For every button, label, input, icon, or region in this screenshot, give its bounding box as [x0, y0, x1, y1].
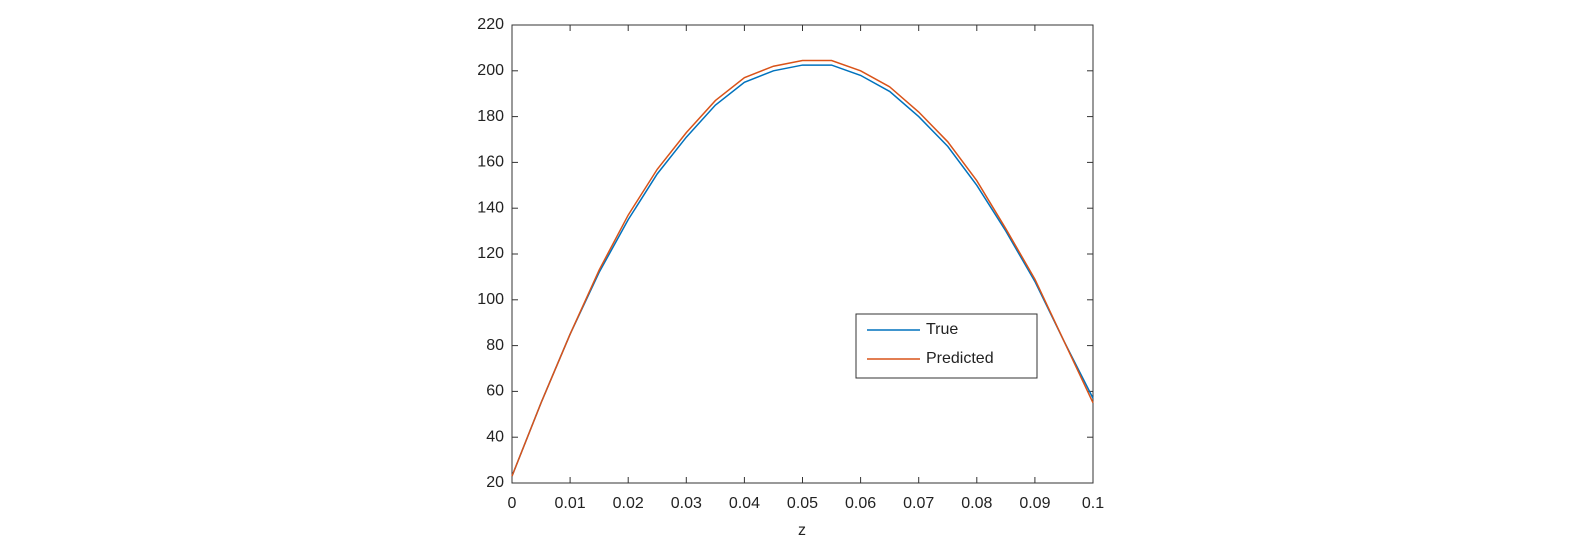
y-tick-label: 160 [477, 154, 504, 171]
y-tick-label: 180 [477, 108, 504, 125]
x-axis-label: z [798, 522, 806, 539]
legend-label: Predicted [926, 350, 994, 367]
x-tick-label: 0.1 [1082, 495, 1104, 512]
series-line [511, 59, 1094, 477]
y-tick-label: 60 [486, 383, 504, 400]
legend-label: True [926, 321, 958, 338]
y-tick-label: 20 [486, 474, 504, 491]
y-tick-label: 80 [486, 337, 504, 354]
series-line [511, 64, 1094, 477]
y-tick-label: 220 [477, 16, 504, 33]
x-tick-label: 0.09 [1019, 495, 1050, 512]
x-tick-label: 0.03 [671, 495, 702, 512]
plot-area [511, 24, 1094, 484]
x-tick-label: 0.05 [787, 495, 818, 512]
x-tick-label: 0.04 [729, 495, 760, 512]
y-tick-label: 100 [477, 291, 504, 308]
x-tick-label: 0.07 [903, 495, 934, 512]
x-tick-label: 0.01 [555, 495, 586, 512]
y-tick-label: 200 [477, 62, 504, 79]
legend-box [855, 313, 1038, 379]
x-tick-label: 0.08 [961, 495, 992, 512]
x-tick-label: 0 [508, 495, 517, 512]
y-tick-label: 40 [486, 428, 504, 445]
x-tick-label: 0.06 [845, 495, 876, 512]
y-tick-label: 140 [477, 199, 504, 216]
y-tick-label: 120 [477, 245, 504, 262]
x-tick-label: 0.02 [613, 495, 644, 512]
